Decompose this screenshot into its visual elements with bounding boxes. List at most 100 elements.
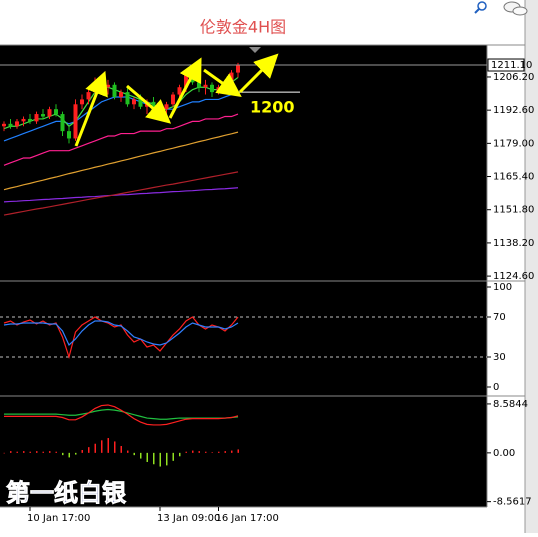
chart-title: 伦敦金4H图 xyxy=(200,18,286,37)
candle-body xyxy=(177,87,182,95)
histogram-bar xyxy=(140,452,142,459)
candle-body xyxy=(171,94,175,105)
indicator-line xyxy=(3,171,239,216)
histogram-bar xyxy=(94,443,96,453)
arrow xyxy=(238,53,279,94)
y-tick-label: 1206.20 xyxy=(493,72,534,83)
candle-body xyxy=(54,109,58,115)
candle-body xyxy=(112,84,117,97)
histogram-bar xyxy=(101,440,103,453)
y-tick-label: 70 xyxy=(493,312,506,323)
histogram-bar xyxy=(133,452,135,456)
y-tick-label: 0.00 xyxy=(493,448,515,459)
candle-body xyxy=(21,118,26,122)
chat-icon[interactable] xyxy=(512,6,528,16)
candle-body xyxy=(60,114,65,132)
last-price-label: 1211.10 xyxy=(491,60,532,71)
y-tick-label: 1179.00 xyxy=(493,138,534,149)
x-tick-label: 16 Jan 17:00 xyxy=(216,513,279,524)
y-tick-label: 1192.60 xyxy=(493,105,534,116)
candle-body xyxy=(106,84,110,88)
histogram-bar xyxy=(198,451,200,453)
candle-body xyxy=(8,123,13,127)
histogram-bar xyxy=(179,452,181,457)
histogram-bar xyxy=(49,451,51,453)
indicator-line xyxy=(4,404,239,426)
candle-body xyxy=(2,123,6,127)
candle-body xyxy=(210,84,214,93)
candle-body xyxy=(80,99,84,105)
indicator-line xyxy=(3,320,239,346)
candle-body xyxy=(41,114,45,117)
candle-body xyxy=(86,92,91,100)
histogram-bar xyxy=(153,452,155,465)
histogram-bar xyxy=(231,450,233,453)
histogram-bar xyxy=(146,452,148,462)
histogram-bar xyxy=(88,447,90,453)
candle-body xyxy=(119,92,123,97)
histogram-bar xyxy=(55,451,57,453)
shift-marker xyxy=(249,47,261,53)
y-tick-label: 0 xyxy=(493,382,499,393)
indicator-line xyxy=(3,187,239,203)
watermark: 第一纸白银 xyxy=(6,479,127,507)
histogram-bar xyxy=(224,451,226,453)
candle-body xyxy=(164,104,169,110)
y-tick-label: -8.5617 xyxy=(493,497,532,508)
y-tick-label: 8.5844 xyxy=(493,399,528,410)
histogram-bar xyxy=(29,451,31,453)
y-tick-label: 1151.80 xyxy=(493,205,534,216)
histogram-bar xyxy=(68,452,70,458)
candle-body xyxy=(138,99,143,107)
indicator-line xyxy=(3,113,239,166)
candle-body xyxy=(67,131,71,139)
level-label: 1200 xyxy=(250,98,295,117)
histogram-bar xyxy=(237,449,239,453)
histogram-bar xyxy=(120,446,122,453)
histogram-bar xyxy=(107,438,109,453)
histogram-bar xyxy=(36,451,38,453)
histogram-bar xyxy=(172,452,174,461)
histogram-bar xyxy=(218,451,220,453)
histogram-bar xyxy=(166,452,168,466)
indicator-line xyxy=(3,131,239,191)
candle-body xyxy=(34,114,39,122)
histogram-bar xyxy=(62,452,64,456)
histogram-bar xyxy=(159,452,161,467)
y-tick-label: 1138.20 xyxy=(493,238,534,249)
plot-area xyxy=(0,45,487,507)
histogram-bar xyxy=(211,452,213,453)
toolbar-icons[interactable] xyxy=(474,1,528,16)
candle-body xyxy=(73,104,78,139)
last-price-box xyxy=(487,58,525,72)
histogram-bar xyxy=(3,452,5,454)
histogram-bar xyxy=(127,450,129,453)
candle-body xyxy=(28,118,32,122)
trend-arrows xyxy=(74,53,279,147)
y-tick-label: 100 xyxy=(493,282,512,293)
candle-body xyxy=(47,109,52,117)
arrow xyxy=(126,84,172,124)
histogram-bar xyxy=(205,451,207,453)
histogram-bar xyxy=(10,451,12,453)
histogram-bar xyxy=(114,441,116,453)
candle-body xyxy=(15,121,19,127)
scroll-strip xyxy=(525,0,538,533)
histogram-bar xyxy=(23,451,25,453)
x-tick-label: 13 Jan 09:00 xyxy=(157,513,220,524)
search-icon[interactable] xyxy=(477,1,487,11)
y-tick-label: 1165.40 xyxy=(493,172,534,183)
histogram-bar xyxy=(192,450,194,453)
histogram-bar xyxy=(16,451,18,453)
candle-body xyxy=(236,65,240,73)
candle-body xyxy=(216,87,221,93)
arrow xyxy=(74,70,108,147)
candle-body xyxy=(132,99,136,105)
y-tick-label: 30 xyxy=(493,352,506,363)
search-icon-handle xyxy=(474,8,480,14)
histogram-bar xyxy=(42,451,44,453)
arrow xyxy=(203,68,242,97)
x-tick-label: 10 Jan 17:00 xyxy=(27,513,90,524)
